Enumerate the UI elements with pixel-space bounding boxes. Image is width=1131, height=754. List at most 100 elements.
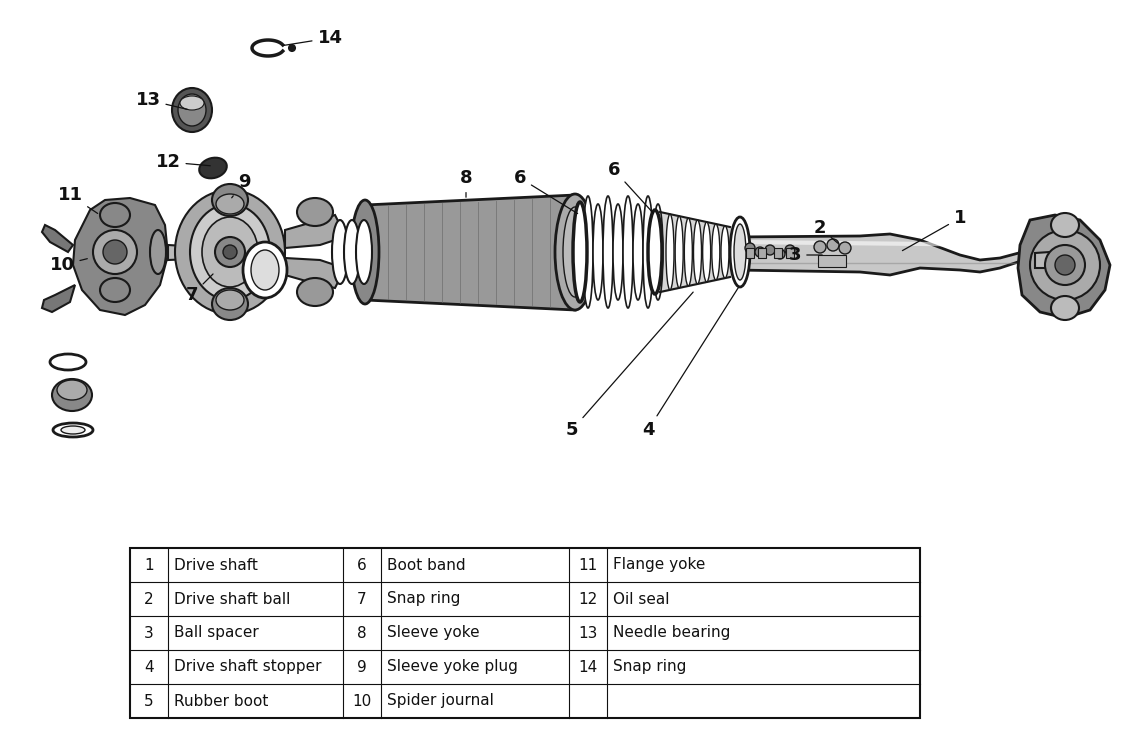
Ellipse shape (623, 196, 633, 308)
Text: 2: 2 (144, 591, 154, 606)
Polygon shape (735, 234, 1030, 275)
Ellipse shape (199, 158, 227, 178)
Text: 11: 11 (578, 557, 597, 572)
Ellipse shape (180, 96, 204, 110)
Text: 1: 1 (144, 557, 154, 572)
Ellipse shape (1051, 296, 1079, 320)
Text: 11: 11 (58, 186, 97, 213)
Polygon shape (285, 258, 340, 288)
Text: Drive shaft stopper: Drive shaft stopper (174, 660, 321, 675)
Polygon shape (74, 198, 169, 315)
Circle shape (1030, 230, 1100, 300)
Text: 4: 4 (144, 660, 154, 675)
Ellipse shape (172, 88, 211, 132)
Text: 2: 2 (813, 219, 838, 244)
Ellipse shape (734, 224, 746, 280)
Ellipse shape (729, 217, 750, 287)
Text: Needle bearing: Needle bearing (613, 626, 731, 640)
Text: 14: 14 (283, 29, 343, 47)
Text: Spider journal: Spider journal (387, 694, 494, 709)
Text: Rubber boot: Rubber boot (174, 694, 268, 709)
Ellipse shape (593, 204, 603, 300)
Text: 7: 7 (357, 591, 366, 606)
Circle shape (215, 237, 245, 267)
Ellipse shape (178, 94, 206, 126)
Text: 10: 10 (353, 694, 372, 709)
Circle shape (223, 245, 238, 259)
Ellipse shape (666, 214, 674, 290)
Circle shape (1055, 255, 1074, 275)
Ellipse shape (100, 203, 130, 227)
Ellipse shape (702, 222, 710, 282)
Circle shape (827, 239, 839, 251)
Ellipse shape (653, 204, 663, 300)
Text: 4: 4 (641, 287, 739, 439)
Ellipse shape (251, 250, 279, 290)
Text: Drive shaft ball: Drive shaft ball (174, 591, 291, 606)
Text: Ball spacer: Ball spacer (174, 626, 259, 640)
Bar (818, 255, 846, 267)
Polygon shape (285, 215, 340, 248)
Circle shape (103, 240, 127, 264)
Text: 13: 13 (578, 626, 597, 640)
Ellipse shape (100, 278, 130, 302)
Ellipse shape (1051, 213, 1079, 237)
Ellipse shape (693, 220, 701, 284)
Ellipse shape (344, 220, 360, 284)
Ellipse shape (216, 290, 244, 310)
Text: 12: 12 (578, 591, 597, 606)
Circle shape (839, 242, 851, 254)
Text: 9: 9 (232, 173, 250, 198)
Text: 8: 8 (459, 169, 473, 198)
Ellipse shape (190, 204, 270, 300)
Circle shape (756, 247, 765, 257)
Text: 5: 5 (566, 292, 693, 439)
Text: Sleeve yoke plug: Sleeve yoke plug (387, 660, 518, 675)
Text: 1: 1 (903, 209, 966, 250)
Text: 14: 14 (578, 660, 597, 675)
Bar (774, 248, 782, 258)
Ellipse shape (644, 196, 653, 308)
Polygon shape (365, 195, 575, 310)
Text: Drive shaft: Drive shaft (174, 557, 258, 572)
Circle shape (93, 230, 137, 274)
Text: 6: 6 (513, 169, 578, 213)
Text: 3: 3 (788, 246, 822, 264)
Circle shape (814, 241, 826, 253)
Ellipse shape (297, 198, 333, 226)
Bar (746, 248, 754, 258)
Ellipse shape (243, 242, 287, 298)
Text: 5: 5 (144, 694, 154, 709)
Bar (758, 248, 766, 258)
Ellipse shape (563, 207, 587, 297)
Ellipse shape (50, 354, 86, 370)
Text: 7: 7 (185, 274, 213, 304)
Text: 3: 3 (144, 626, 154, 640)
Polygon shape (42, 285, 75, 312)
Ellipse shape (573, 204, 582, 300)
Ellipse shape (211, 184, 248, 216)
Ellipse shape (555, 194, 595, 310)
Ellipse shape (175, 190, 285, 314)
Text: Boot band: Boot band (387, 557, 466, 572)
Circle shape (745, 243, 756, 253)
Text: 13: 13 (136, 91, 188, 109)
Circle shape (290, 45, 295, 51)
Ellipse shape (351, 200, 379, 304)
Ellipse shape (333, 220, 348, 284)
Ellipse shape (582, 196, 593, 308)
Ellipse shape (675, 216, 683, 288)
Ellipse shape (297, 278, 333, 306)
Ellipse shape (150, 230, 166, 274)
Ellipse shape (648, 210, 662, 294)
Circle shape (765, 245, 775, 255)
Circle shape (785, 245, 795, 255)
Ellipse shape (720, 226, 729, 278)
Ellipse shape (216, 194, 244, 214)
Ellipse shape (202, 217, 258, 287)
Circle shape (775, 249, 785, 259)
Text: 6: 6 (607, 161, 653, 213)
Text: Flange yoke: Flange yoke (613, 557, 706, 572)
Ellipse shape (61, 426, 85, 434)
Bar (786, 248, 794, 258)
